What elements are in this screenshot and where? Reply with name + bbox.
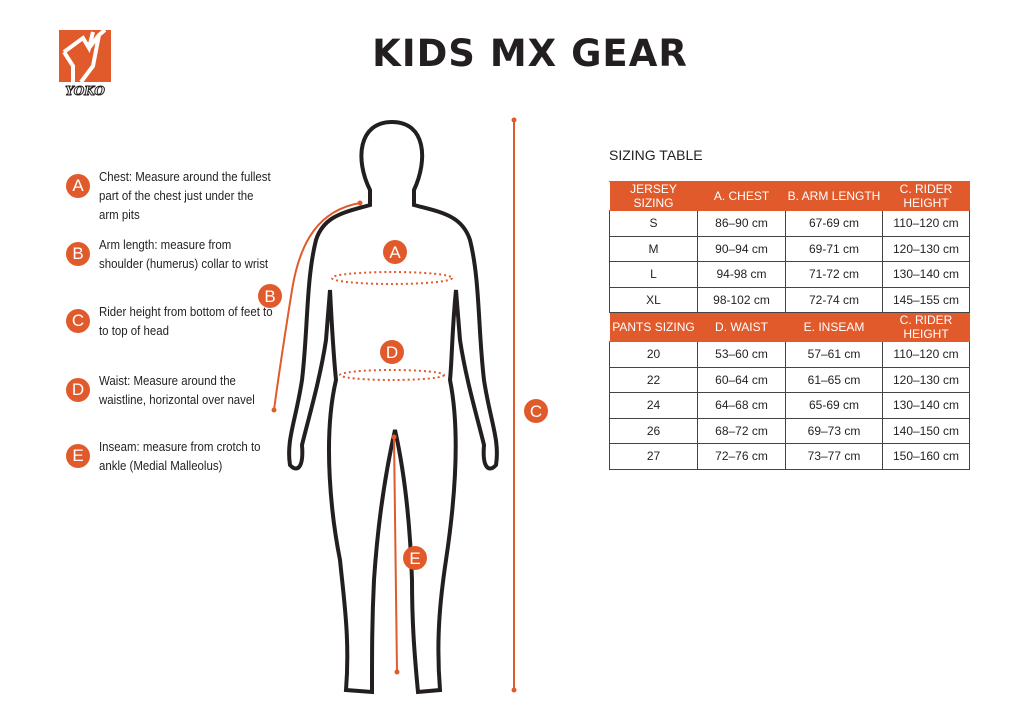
table-row: 22 60–64 cm 61–65 cm 120–130 cm: [609, 366, 970, 393]
table-cell: 72–76 cm: [697, 443, 786, 470]
table-cell: 140–150 cm: [882, 417, 970, 444]
waist-line: [339, 369, 445, 381]
marker-b: B: [66, 242, 90, 266]
table-cell: 60–64 cm: [697, 366, 786, 393]
legend-text: Waist: Measure around the waistline, hor…: [99, 373, 255, 407]
table-row: 27 72–76 cm 73–77 cm 150–160 cm: [609, 443, 970, 470]
svg-text:C: C: [530, 402, 542, 421]
yoko-logo: YOKO: [59, 28, 111, 103]
table-cell: 61–65 cm: [785, 366, 883, 393]
table-cell: S: [609, 210, 698, 237]
table-cell: A. CHEST: [697, 181, 786, 211]
table-row: 26 68–72 cm 69–73 cm 140–150 cm: [609, 417, 970, 444]
table-header-row: PANTS SIZING D. WAIST E. INSEAM C. RIDER HE…: [609, 312, 970, 342]
table-cell: 90–94 cm: [697, 235, 786, 262]
table-cell: 20: [609, 341, 698, 368]
table-cell: 94-98 cm: [697, 261, 786, 288]
inseam-line: [393, 436, 398, 673]
table-cell: 145–155 cm: [882, 286, 970, 313]
chest-line: [331, 271, 453, 285]
marker-a: A: [66, 174, 90, 198]
table-cell: 68–72 cm: [697, 417, 786, 444]
marker-c: [524, 399, 548, 423]
arm-length-line: [273, 202, 361, 411]
legend-text: Arm length: measure from shoulder (humer…: [99, 237, 269, 271]
sizing-table: JERSEY SIZING A. CHEST B. ARM LENGTH C. RID…: [609, 181, 970, 470]
table-cell: B. ARM LENGTH: [785, 181, 883, 211]
table-cell: 27: [609, 443, 698, 470]
svg-text:B: B: [264, 287, 275, 306]
table-cell: JERSEY SIZING: [609, 181, 698, 211]
marker-d: [380, 340, 404, 364]
table-cell: 86–90 cm: [697, 210, 786, 237]
table-cell: 71-72 cm: [785, 261, 883, 288]
table-cell: 22: [609, 366, 698, 393]
table-cell: 110–120 cm: [882, 341, 970, 368]
table-cell: 69-71 cm: [785, 235, 883, 262]
marker-d: D: [66, 378, 90, 402]
table-cell: 53–60 cm: [697, 341, 786, 368]
marker-a: [383, 240, 407, 264]
table-cell: 64–68 cm: [697, 392, 786, 419]
table-cell: 67-69 cm: [785, 210, 883, 237]
table-cell: E. INSEAM: [785, 312, 883, 342]
table-row: XL 98-102 cm 72-74 cm 145–155 cm: [609, 286, 970, 313]
table-cell: 72-74 cm: [785, 286, 883, 313]
table-row: M 90–94 cm 69-71 cm 120–130 cm: [609, 235, 970, 262]
svg-text:E: E: [409, 549, 420, 568]
svg-text:D: D: [386, 343, 398, 362]
marker-e: E: [66, 444, 90, 468]
table-cell: 57–61 cm: [785, 341, 883, 368]
table-cell: XL: [609, 286, 698, 313]
page-title: KIDS MX GEAR: [372, 32, 688, 75]
body-outline: [287, 119, 499, 695]
marker-e: [403, 546, 427, 570]
table-row: S 86–90 cm 67-69 cm 110–120 cm: [609, 210, 970, 237]
table-cell: 26: [609, 417, 698, 444]
legend-text: Rider height from bottom of feet to to t…: [99, 304, 273, 338]
table-cell: C. RIDER HEIGHT: [882, 312, 970, 342]
marker-b: [258, 284, 282, 308]
table-row: 20 53–60 cm 57–61 cm 110–120 cm: [609, 341, 970, 368]
table-title: SIZING TABLE: [609, 147, 703, 163]
table-cell: D. WAIST: [697, 312, 786, 342]
table-row: L 94-98 cm 71-72 cm 130–140 cm: [609, 261, 970, 288]
table-cell: 65-69 cm: [785, 392, 883, 419]
table-cell: 69–73 cm: [785, 417, 883, 444]
table-cell: 120–130 cm: [882, 366, 970, 393]
table-cell: 98-102 cm: [697, 286, 786, 313]
svg-text:YOKO: YOKO: [65, 84, 105, 98]
table-cell: 130–140 cm: [882, 261, 970, 288]
table-cell: 120–130 cm: [882, 235, 970, 262]
table-header-row: JERSEY SIZING A. CHEST B. ARM LENGTH C. RID…: [609, 181, 970, 211]
table-cell: 73–77 cm: [785, 443, 883, 470]
table-cell: C. RIDER HEIGHT: [882, 181, 970, 211]
svg-text:A: A: [389, 243, 401, 262]
table-cell: 130–140 cm: [882, 392, 970, 419]
legend-text: Chest: Measure around the fullest part o…: [99, 169, 271, 222]
table-cell: 150–160 cm: [882, 443, 970, 470]
table-cell: L: [609, 261, 698, 288]
table-cell: M: [609, 235, 698, 262]
legend-text: Inseam: measure from crotch to ankle (Me…: [99, 439, 261, 473]
table-cell: 110–120 cm: [882, 210, 970, 237]
table-cell: PANTS SIZING: [609, 312, 698, 342]
table-row: 24 64–68 cm 65-69 cm 130–140 cm: [609, 392, 970, 419]
table-cell: 24: [609, 392, 698, 419]
marker-c: C: [66, 309, 90, 333]
